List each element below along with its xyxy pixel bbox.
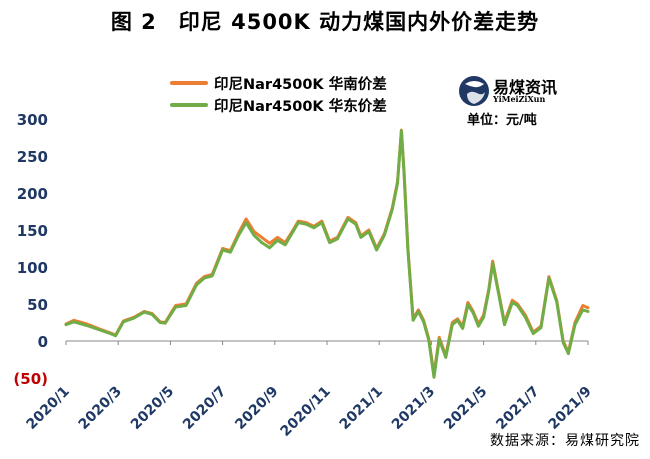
legend-item-east: 印尼Nar4500K 华东价差 — [170, 94, 387, 116]
y-tick-label: 100 — [17, 259, 48, 277]
series-line-south — [64, 128, 590, 376]
series-line-east — [64, 129, 590, 379]
x-tick-label: 2021/7 — [493, 384, 542, 433]
legend: 印尼Nar4500K 华南价差 印尼Nar4500K 华东价差 — [170, 72, 387, 116]
legend-item-south: 印尼Nar4500K 华南价差 — [170, 72, 387, 94]
x-tick-label: 2021/1 — [337, 384, 386, 433]
y-tick-label: 150 — [17, 222, 48, 240]
x-tick-label: 2021/5 — [441, 384, 490, 433]
unit-label: 单位：元/吨 — [467, 113, 537, 128]
chart-title: 图 2 印尼 4500K 动力煤国内外价差走势 — [110, 10, 540, 34]
legend-swatch-south — [170, 81, 208, 85]
y-tick-label: 50 — [27, 296, 48, 314]
x-tick-label: 2020/3 — [76, 384, 125, 433]
x-tick-label: 2020/1 — [23, 384, 72, 433]
legend-label-south: 印尼Nar4500K 华南价差 — [214, 76, 387, 93]
x-tick-label: 2020/9 — [232, 384, 281, 433]
logo-name: 易煤资讯 — [493, 78, 558, 97]
y-tick-label: 0 — [38, 333, 48, 351]
series-layer — [64, 128, 590, 379]
y-axis-ticks: 300 250 200 150 100 50 0 (50) — [13, 111, 48, 388]
logo-globe-icon — [459, 76, 489, 106]
brand-logo: 易煤资讯 YiMeiZiXun — [457, 72, 587, 110]
x-tick-label: 2020/7 — [180, 384, 229, 433]
y-tick-label: (50) — [13, 370, 48, 388]
legend-label-east: 印尼Nar4500K 华东价差 — [214, 98, 387, 115]
y-tick-label: 250 — [17, 148, 48, 166]
legend-swatch-east — [170, 103, 208, 107]
x-tick-label: 2020/11 — [278, 384, 334, 440]
x-tick-label: 2021/3 — [389, 384, 438, 433]
y-tick-label: 300 — [17, 111, 48, 129]
y-tick-label: 200 — [17, 185, 48, 203]
data-source: 数据来源：易煤研究院 — [490, 433, 640, 449]
logo-subtitle: YiMeiZiXun — [493, 94, 546, 104]
x-tick-label: 2020/5 — [128, 384, 177, 433]
x-tick-label: 2021/9 — [545, 384, 594, 433]
